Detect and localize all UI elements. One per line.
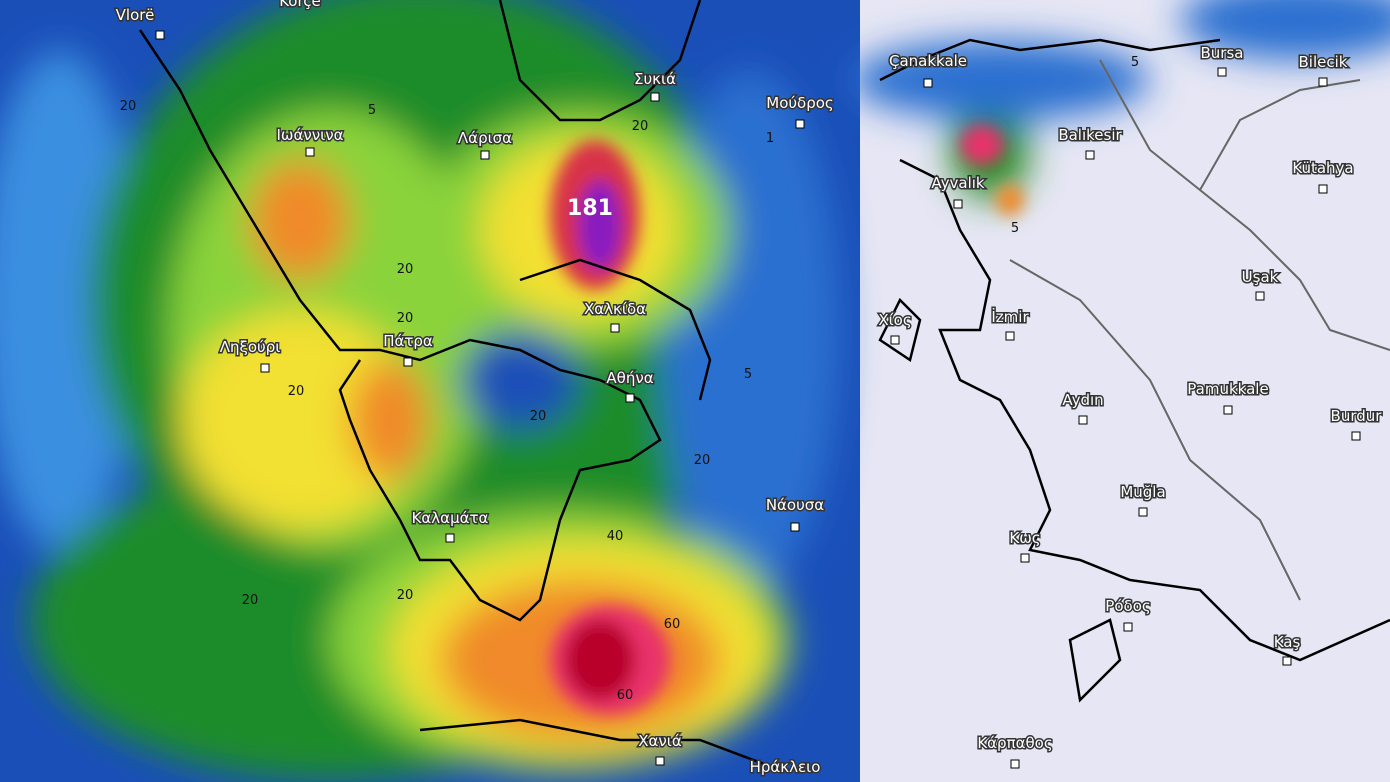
city-marker [1318,184,1328,194]
city-label: Χαλκίδα [584,300,646,318]
city-marker [1005,331,1015,341]
city-label: Burdur [1331,407,1383,425]
city-label: Ηράκλειο [750,758,821,776]
city-label: Bilecik [1299,53,1348,71]
contour-label: 20 [120,99,137,114]
contour-label: 20 [288,384,305,399]
city-label: Πάτρα [383,332,433,350]
contour-label: 5 [368,103,376,118]
borders [1009,59,1390,601]
contour-label: 5 [1011,221,1019,236]
city-marker [1223,405,1233,415]
city-label: Pamukkale [1187,380,1268,398]
city-label: Ληξούρι [220,338,281,356]
city-marker [403,357,413,367]
city-label: Χανιά [638,732,682,750]
city-marker [790,522,800,532]
city-marker [953,199,963,209]
city-marker [1123,622,1133,632]
city-label: Uşak [1242,268,1279,286]
city-marker [1020,553,1030,563]
contour-label: 5 [744,367,752,382]
contour-label: 20 [242,593,259,608]
city-marker [1318,77,1328,87]
coastlines [138,0,1390,772]
city-marker [155,30,165,40]
city-marker [650,92,660,102]
contour-label: 60 [664,617,681,632]
city-label: Korçe [279,0,321,10]
city-label: Vlorë [116,6,155,24]
city-label: Κως [1009,529,1040,547]
city-marker [1351,431,1361,441]
city-label: Ρόδος [1105,597,1150,615]
city-marker [1010,759,1020,769]
city-label: Καλαμάτα [412,509,489,527]
contour-label: 20 [397,311,414,326]
city-label: Χίος [878,311,911,329]
city-marker [890,335,900,345]
city-label: Kütahya [1292,159,1353,177]
contour-label: 20 [530,409,547,424]
contour-label: 40 [607,529,624,544]
city-label: Ιωάννινα [277,126,344,144]
contour-label: 1 [766,131,774,146]
contour-label: 20 [397,588,414,603]
city-label: Νάουσα [766,496,824,514]
city-marker [1085,150,1095,160]
city-marker [445,533,455,543]
city-label: Bursa [1201,44,1244,62]
contour-label: 60 [617,688,634,703]
city-marker [655,756,665,766]
city-marker [1217,67,1227,77]
city-label: İzmir [991,307,1029,326]
city-marker [1282,656,1292,666]
city-marker [305,147,315,157]
city-label: Μούδρος [766,94,833,112]
city-marker [795,119,805,129]
city-label: Αθήνα [606,369,653,387]
city-marker [260,363,270,373]
contour-label: 20 [694,453,711,468]
city-marker [1078,415,1088,425]
contour-label: 20 [632,119,649,134]
city-marker [610,323,620,333]
city-marker [923,78,933,88]
city-marker [625,393,635,403]
contour-label: 5 [1131,55,1139,70]
city-label: Κάρπαθος [977,734,1052,752]
city-marker [1255,291,1265,301]
city-marker [1138,507,1148,517]
city-label: Balıkesir [1058,126,1122,144]
max-value: 181 [567,196,613,221]
city-label: Muğla [1120,483,1165,501]
city-label: Aydın [1062,391,1103,409]
city-label: Çanakkale [889,52,967,70]
contour-label: 20 [397,262,414,277]
city-label: Ayvalık [931,174,985,192]
city-marker [480,150,490,160]
city-label: Λάρισα [458,129,512,147]
city-label: Kaş [1274,633,1301,651]
city-label: Συκιά [634,70,676,88]
